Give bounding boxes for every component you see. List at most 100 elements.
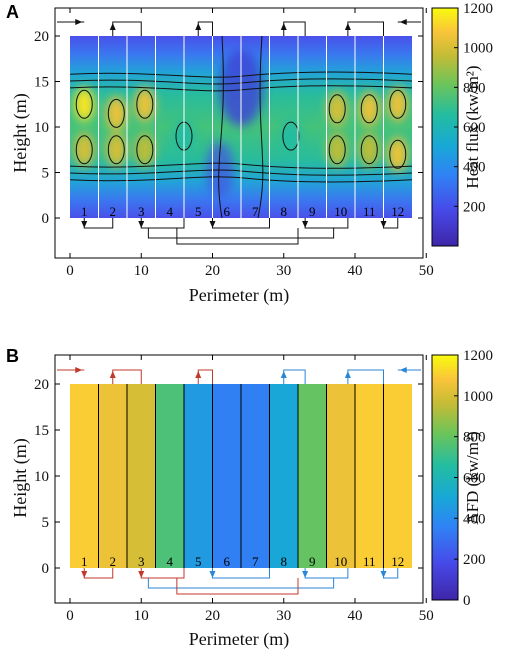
hot-spot: [106, 96, 127, 131]
contour-line: [360, 135, 378, 165]
panel-a-axes-box: [54, 7, 424, 259]
section-number: 12: [391, 204, 404, 219]
section-number: 2: [110, 204, 117, 219]
y-tick-label: 20: [34, 377, 49, 393]
x-tick-label: 20: [205, 608, 220, 624]
colorbar-tick-label: 0: [463, 593, 471, 609]
flow-arrowhead: [138, 571, 145, 578]
panel-a-x-ticks: 0 10 20 30 40 50: [66, 8, 434, 279]
panel-b-y-label: Height (m): [10, 438, 31, 517]
flow-arrowhead: [399, 367, 407, 373]
flow-line: [176, 228, 299, 245]
colorbar-tick-label: 1000: [463, 41, 493, 57]
hot-spot: [74, 87, 95, 122]
flow-line: [212, 218, 270, 229]
contour-line: [389, 139, 407, 169]
y-tick-label: 10: [34, 469, 49, 485]
heat-strip: [184, 384, 213, 568]
section-number: 7: [252, 204, 259, 219]
flow-line: [112, 21, 142, 36]
colorbar-tick-label: 400: [463, 511, 486, 527]
flow-arrowhead: [380, 221, 387, 228]
flow-arrowhead: [75, 19, 83, 25]
section-number: 4: [167, 554, 174, 569]
panel-b-letter: B: [6, 346, 19, 366]
hot-spot: [359, 91, 380, 126]
hot-spot: [106, 132, 127, 167]
section-number: 8: [281, 554, 288, 569]
section-number: 4: [167, 204, 174, 219]
section-number: 10: [334, 554, 347, 569]
flow-arrowhead: [209, 221, 216, 228]
y-tick-label: 0: [42, 211, 50, 227]
flow-arrowhead: [280, 23, 287, 30]
y-tick-label: 10: [34, 120, 49, 136]
heat-strip: [155, 384, 184, 568]
section-number: 8: [281, 204, 288, 219]
heat-strip: [127, 384, 156, 568]
flow-line: [304, 218, 349, 229]
flow-line: [83, 218, 114, 229]
flow-line: [283, 21, 306, 36]
colorbar-tick-label: 800: [463, 430, 486, 446]
flow-arrowhead: [138, 221, 145, 228]
colorbar-tick-label: 600: [463, 120, 486, 136]
heat-strip: [241, 384, 270, 568]
contour-line: [107, 135, 125, 165]
x-tick-label: 10: [134, 263, 149, 279]
hot-spot: [134, 87, 155, 122]
contour-line: [360, 94, 378, 124]
hot-spot: [387, 87, 408, 122]
x-tick-label: 20: [205, 263, 220, 279]
flow-line: [347, 21, 384, 36]
hot-spot: [387, 137, 408, 172]
colorbar-tick-label: 1000: [463, 389, 493, 405]
heat-strip: [212, 384, 241, 568]
panel-b-axes-box: [54, 354, 424, 604]
flow-arrowhead: [344, 371, 351, 378]
section-number: 11: [363, 554, 376, 569]
hot-spot: [280, 119, 301, 154]
flow-arrowhead: [109, 371, 116, 378]
contour-line: [218, 36, 224, 218]
panel-b-dividers: [98, 384, 384, 568]
flow-line: [212, 568, 270, 579]
colorbar-tick-label: 1200: [463, 1, 493, 17]
section-number: 1: [81, 554, 88, 569]
flow-arrowhead: [195, 371, 202, 378]
y-tick-label: 0: [42, 561, 50, 577]
hot-spot: [327, 91, 348, 126]
panel-a-dividers: [98, 36, 384, 218]
hot-spot: [134, 132, 155, 167]
flow-line: [147, 228, 335, 239]
flow-arrowhead: [81, 571, 88, 578]
flow-line: [147, 578, 335, 589]
heat-strip: [98, 384, 127, 568]
contour-line: [257, 36, 264, 218]
flow-arrowhead: [209, 571, 216, 578]
panel-a-flow-arrows: [57, 19, 421, 245]
flow-line: [347, 369, 384, 384]
section-number: 6: [224, 554, 231, 569]
contour-line: [136, 135, 154, 165]
section-number: 10: [334, 204, 347, 219]
panel-b-heatmap: [70, 384, 412, 568]
section-number: 6: [224, 204, 231, 219]
panel-b-section-numbers: 1 2 3 4 5 6 7 8 9 10 11 12: [81, 554, 404, 569]
panel-a-y-label: Height (m): [10, 93, 31, 172]
y-tick-label: 20: [34, 29, 49, 45]
flow-arrowhead: [75, 367, 83, 373]
x-tick-label: 0: [66, 263, 74, 279]
section-number: 5: [195, 204, 202, 219]
section-number: 1: [81, 204, 88, 219]
heat-strip: [70, 384, 99, 568]
panel-b-colorbar-ticks: 0 200 400 600 800 1000 1200: [454, 348, 493, 609]
x-tick-label: 0: [66, 608, 74, 624]
y-tick-label: 15: [34, 423, 49, 439]
panel-a-colorbar-label: Heat flux (kw/m²): [463, 65, 482, 188]
panel-b-flow-arrows: [57, 367, 421, 595]
section-number: 9: [309, 204, 316, 219]
